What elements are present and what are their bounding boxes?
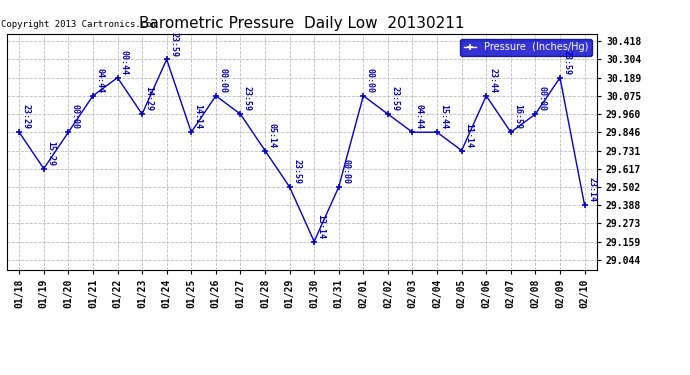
Text: 23:59: 23:59 — [391, 86, 400, 111]
Text: 23:59: 23:59 — [243, 86, 252, 111]
Text: 13:14: 13:14 — [317, 214, 326, 239]
Text: 00:44: 00:44 — [120, 50, 129, 75]
Text: 00:00: 00:00 — [366, 68, 375, 93]
Text: 23:14: 23:14 — [587, 177, 596, 203]
Text: 11:14: 11:14 — [464, 123, 473, 148]
Legend: Pressure  (Inches/Hg): Pressure (Inches/Hg) — [460, 39, 592, 56]
Text: 15:44: 15:44 — [440, 105, 449, 129]
Text: 00:00: 00:00 — [218, 68, 227, 93]
Text: Copyright 2013 Cartronics.com: Copyright 2013 Cartronics.com — [1, 20, 157, 29]
Text: 05:14: 05:14 — [268, 123, 277, 148]
Text: 16:59: 16:59 — [513, 105, 522, 129]
Text: 00:00: 00:00 — [341, 159, 351, 184]
Text: 04:44: 04:44 — [95, 68, 104, 93]
Text: 23:59: 23:59 — [169, 32, 178, 57]
Text: 14:14: 14:14 — [194, 105, 203, 129]
Text: 14:29: 14:29 — [144, 86, 154, 111]
Title: Barometric Pressure  Daily Low  20130211: Barometric Pressure Daily Low 20130211 — [139, 16, 464, 31]
Text: 15:29: 15:29 — [46, 141, 55, 166]
Text: 23:59: 23:59 — [562, 50, 571, 75]
Text: 04:44: 04:44 — [415, 105, 424, 129]
Text: 23:44: 23:44 — [489, 68, 497, 93]
Text: 23:29: 23:29 — [21, 105, 30, 129]
Text: 23:59: 23:59 — [292, 159, 301, 184]
Text: 00:00: 00:00 — [71, 105, 80, 129]
Text: 00:00: 00:00 — [538, 86, 547, 111]
